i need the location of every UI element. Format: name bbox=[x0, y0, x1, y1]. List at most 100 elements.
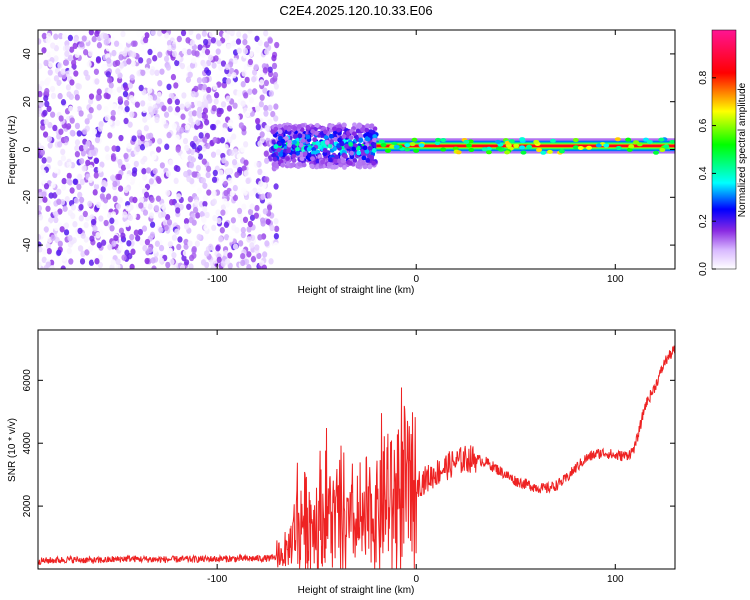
heatmap-cell bbox=[243, 170, 249, 177]
heatmap-cell bbox=[193, 152, 199, 159]
heatmap-cell bbox=[333, 136, 338, 142]
heatmap-cell bbox=[273, 144, 279, 149]
figure-title: C2E4.2025.120.10.33.E06 bbox=[279, 3, 432, 18]
heatmap-cell bbox=[94, 258, 100, 265]
heatmap-cell bbox=[134, 101, 140, 108]
heatmap-cell bbox=[384, 148, 391, 153]
heatmap-cell bbox=[76, 183, 82, 191]
heatmap-cell bbox=[173, 82, 179, 89]
heatmap-cell bbox=[269, 77, 276, 84]
heatmap-cell bbox=[245, 177, 251, 185]
heatmap-cell bbox=[263, 110, 269, 117]
heatmap-cell bbox=[117, 96, 123, 103]
heatmap-cell bbox=[194, 199, 200, 206]
snr-xlabel: Height of straight line (km) bbox=[298, 585, 415, 596]
heatmap-cell bbox=[249, 190, 255, 197]
heatmap-cell bbox=[210, 37, 216, 44]
heatmap-cell bbox=[50, 111, 56, 118]
heatmap-cell bbox=[72, 106, 78, 113]
heatmap-cell bbox=[658, 137, 665, 142]
heatmap-cell bbox=[236, 139, 242, 147]
heatmap-cell bbox=[39, 80, 45, 87]
heatmap-cell bbox=[256, 111, 262, 119]
heatmap-cell bbox=[572, 138, 579, 143]
heatmap-cell bbox=[58, 115, 64, 122]
heatmap-cell bbox=[452, 146, 459, 151]
heatmap-cell bbox=[96, 104, 102, 111]
heatmap-cell bbox=[118, 134, 124, 142]
heatmap-cell bbox=[361, 155, 367, 161]
heatmap-cell bbox=[227, 177, 233, 184]
heatmap-cell bbox=[116, 173, 123, 181]
x-tick-label: -100 bbox=[207, 574, 227, 585]
heatmap-cell bbox=[189, 39, 196, 47]
heatmap-cell bbox=[232, 102, 238, 109]
heatmap-cell bbox=[337, 158, 342, 164]
heatmap-cell bbox=[49, 265, 55, 269]
heatmap-cell bbox=[122, 90, 129, 98]
heatmap-cell bbox=[45, 77, 51, 84]
heatmap-cell bbox=[435, 137, 442, 142]
heatmap-cell bbox=[45, 205, 51, 212]
heatmap-cell bbox=[189, 254, 195, 262]
heatmap-cell bbox=[268, 258, 274, 265]
heatmap-cell bbox=[179, 103, 185, 110]
heatmap-cell bbox=[246, 226, 252, 233]
heatmap-cell bbox=[43, 59, 49, 67]
heatmap-cell bbox=[100, 186, 106, 193]
heatmap-cell bbox=[306, 146, 312, 152]
heatmap-cell bbox=[158, 226, 164, 234]
heatmap-cell bbox=[103, 39, 109, 46]
heatmap-cell bbox=[82, 144, 89, 151]
heatmap-cell bbox=[274, 225, 280, 233]
heatmap-cell bbox=[261, 264, 267, 269]
heatmap-cell bbox=[61, 33, 68, 40]
heatmap-cell bbox=[159, 162, 165, 169]
heatmap-cell bbox=[43, 95, 49, 102]
heatmap-cell bbox=[105, 71, 111, 78]
heatmap-cell bbox=[77, 227, 83, 235]
heatmap-cell bbox=[142, 209, 149, 216]
heatmap-cell bbox=[38, 241, 42, 248]
heatmap-cell bbox=[136, 30, 142, 38]
heatmap-cell bbox=[130, 176, 136, 183]
heatmap-cell bbox=[262, 208, 268, 215]
heatmap-cell bbox=[203, 224, 209, 231]
heatmap-cell bbox=[165, 261, 171, 269]
heatmap-cell bbox=[266, 204, 273, 211]
heatmap-cell bbox=[97, 125, 103, 132]
heatmap-cell bbox=[372, 137, 378, 143]
heatmap-cell bbox=[72, 42, 78, 50]
heatmap-cell bbox=[195, 33, 202, 40]
heatmap-cell bbox=[137, 247, 143, 254]
heatmap-cell bbox=[60, 265, 66, 269]
heatmap-cell bbox=[46, 247, 52, 255]
heatmap-cell bbox=[116, 108, 122, 115]
heatmap-cell bbox=[175, 106, 181, 113]
heatmap-cell bbox=[202, 136, 208, 143]
heatmap-cell bbox=[213, 55, 219, 62]
heatmap-cell bbox=[115, 119, 121, 127]
heatmap-cell bbox=[300, 138, 306, 143]
heatmap-cell bbox=[129, 74, 135, 81]
heatmap-cell bbox=[168, 199, 175, 206]
heatmap-cell bbox=[155, 146, 162, 153]
heatmap-cell bbox=[242, 216, 249, 224]
heatmap-cell bbox=[196, 77, 203, 84]
heatmap-cell bbox=[57, 92, 63, 100]
heatmap-cell bbox=[258, 101, 264, 108]
heatmap-cell bbox=[38, 261, 42, 269]
heatmap-cell bbox=[272, 156, 278, 162]
heatmap-cell bbox=[269, 224, 275, 232]
heatmap-cell bbox=[256, 252, 262, 260]
x-tick-label: 100 bbox=[607, 274, 624, 285]
heatmap-cell bbox=[72, 221, 78, 228]
heatmap-cell bbox=[92, 189, 98, 196]
colorbar: 0.0 0.2 0.4 0.6 0.8 Normalized spectral ampl… bbox=[698, 29, 748, 276]
heatmap-cell bbox=[57, 40, 63, 47]
heatmap-cell bbox=[202, 194, 208, 202]
heatmap-cell bbox=[101, 65, 107, 72]
heatmap-cell bbox=[38, 101, 44, 108]
heatmap-cell bbox=[192, 206, 199, 214]
heatmap-cell bbox=[147, 246, 153, 254]
